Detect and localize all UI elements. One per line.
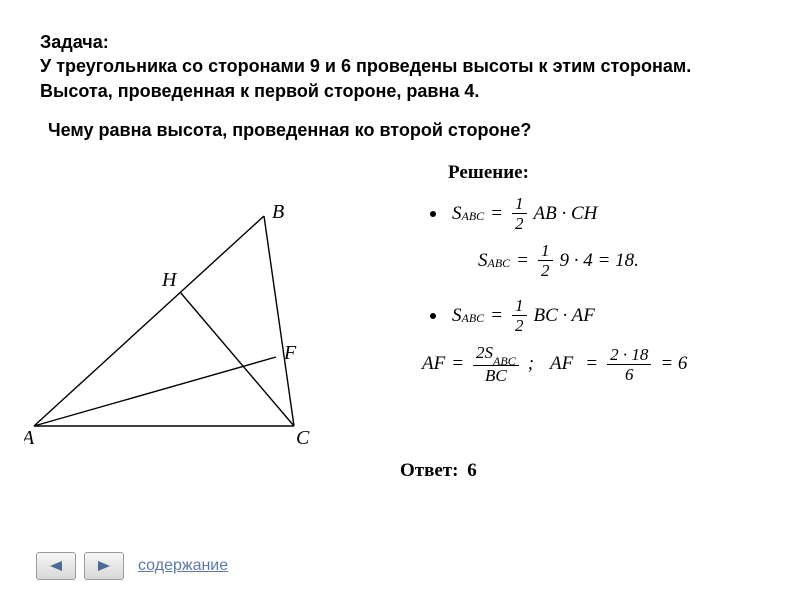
problem-text: У треугольника со сторонами 9 и 6 провед… (40, 56, 691, 100)
formula: AF=2SABCBC;AF=2 · 186= 6 (422, 344, 687, 384)
svg-text:H: H (161, 269, 178, 291)
question-text: Чему равна высота, проведенная ко второй… (48, 118, 768, 142)
svg-text:A: A (24, 427, 35, 449)
formula: SABC=129 · 4 = 18. (478, 242, 639, 279)
nav-area: содержание (36, 552, 228, 580)
bullet-icon (430, 211, 436, 217)
solution-line: SABC=12AB · CH (430, 195, 780, 232)
answer-value: 6 (467, 460, 477, 481)
solution-line: SABC=129 · 4 = 18. (456, 242, 780, 279)
solution-line: SABC=12BC · AF (430, 297, 780, 334)
arrow-right-icon (96, 559, 112, 573)
triangle-diagram: A B C H F (24, 196, 354, 456)
formula: SABC=12BC · AF (452, 297, 595, 334)
svg-text:F: F (283, 342, 297, 364)
svg-text:B: B (272, 201, 284, 223)
answer-label: Ответ: (400, 460, 458, 481)
answer-block: Ответ: 6 (400, 460, 477, 482)
svg-text:C: C (296, 427, 310, 449)
next-button[interactable] (84, 552, 124, 580)
solution-steps: SABC=12AB · CH SABC=129 · 4 = 18. SABC=12B… (400, 195, 780, 394)
formula: SABC=12AB · CH (452, 195, 597, 232)
prev-button[interactable] (36, 552, 76, 580)
bullet-icon (430, 313, 436, 319)
problem-heading: Задача: (40, 32, 109, 52)
solution-line: AF=2SABCBC;AF=2 · 186= 6 (400, 344, 780, 384)
toc-link[interactable]: содержание (138, 557, 228, 575)
problem-statement: Задача: У треугольника со сторонами 9 и … (40, 30, 760, 103)
solution-heading: Решение: (448, 162, 529, 184)
arrow-left-icon (48, 559, 64, 573)
